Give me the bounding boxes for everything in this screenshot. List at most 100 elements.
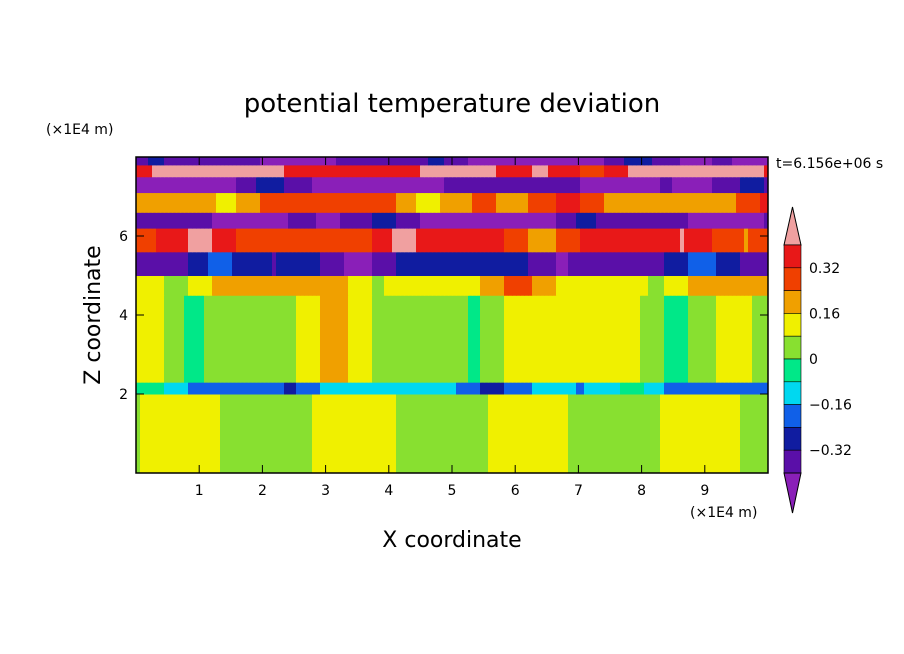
field-cell	[204, 275, 209, 296]
field-cell	[644, 295, 649, 383]
field-cell	[508, 157, 513, 166]
field-cell	[596, 157, 601, 166]
field-cell	[732, 176, 737, 194]
field-cell	[276, 212, 281, 229]
field-cell	[524, 164, 529, 178]
field-cell	[456, 382, 461, 395]
field-cell	[676, 295, 681, 383]
field-cell	[180, 212, 185, 229]
field-cell	[192, 228, 197, 253]
field-cell	[212, 251, 217, 276]
field-cell	[356, 295, 361, 383]
field-cell	[604, 275, 609, 296]
field-cell	[720, 212, 725, 229]
field-cell	[416, 251, 421, 276]
field-cell	[280, 228, 285, 253]
field-cell	[612, 164, 617, 178]
field-cell	[404, 295, 409, 383]
field-cell	[648, 394, 653, 473]
field-cell	[720, 176, 725, 194]
field-cell	[316, 251, 321, 276]
field-cell	[236, 251, 241, 276]
field-cell	[152, 275, 157, 296]
field-cell	[484, 164, 489, 178]
field-cell	[644, 228, 649, 253]
field-cell	[652, 394, 657, 473]
field-cell	[192, 212, 197, 229]
field-cell	[640, 228, 645, 253]
field-cell	[684, 176, 689, 194]
field-cell	[164, 295, 169, 383]
field-cell	[536, 295, 541, 383]
field-cell	[332, 382, 337, 395]
field-cell	[644, 157, 649, 166]
field-cell	[288, 394, 293, 473]
field-cell	[488, 228, 493, 253]
field-cell	[676, 251, 681, 276]
field-cell	[336, 275, 341, 296]
field-cell	[272, 157, 277, 166]
field-cell	[648, 164, 653, 178]
field-cell	[756, 275, 761, 296]
field-cell	[568, 275, 573, 296]
field-cell	[352, 295, 357, 383]
field-cell	[532, 394, 537, 473]
field-cell	[160, 176, 165, 194]
field-cell	[196, 176, 201, 194]
field-cell	[424, 275, 429, 296]
field-cell	[708, 212, 713, 229]
field-cell	[396, 164, 401, 178]
field-cell	[472, 251, 477, 276]
field-cell	[704, 251, 709, 276]
field-cell	[596, 176, 601, 194]
field-cell	[240, 382, 245, 395]
field-cell	[444, 192, 449, 213]
field-cell	[224, 295, 229, 383]
field-cell	[612, 382, 617, 395]
field-cell	[696, 164, 701, 178]
field-cell	[524, 228, 529, 253]
field-cell	[400, 382, 405, 395]
field-cell	[332, 176, 337, 194]
field-cell	[348, 157, 353, 166]
field-cell	[764, 382, 768, 395]
field-cell	[508, 212, 513, 229]
field-cell	[424, 228, 429, 253]
field-cell	[168, 251, 173, 276]
field-cell	[716, 275, 721, 296]
field-cell	[576, 228, 581, 253]
field-cell	[368, 382, 373, 395]
field-cell	[448, 192, 453, 213]
field-cell	[492, 394, 497, 473]
field-cell	[288, 192, 293, 213]
field-cell	[580, 228, 585, 253]
field-cell	[320, 164, 325, 178]
field-cell	[260, 382, 265, 395]
field-cell	[428, 176, 433, 194]
field-cell	[424, 176, 429, 194]
field-cell	[500, 176, 505, 194]
field-cell	[420, 212, 425, 229]
field-cell	[312, 394, 317, 473]
field-cell	[676, 212, 681, 229]
field-cell	[732, 382, 737, 395]
field-cell	[440, 228, 445, 253]
field-cell	[348, 251, 353, 276]
field-cell	[632, 251, 637, 276]
field-cell	[160, 157, 165, 166]
field-cell	[184, 212, 189, 229]
field-cell	[724, 295, 729, 383]
field-cell	[568, 157, 573, 166]
field-cell	[752, 192, 757, 213]
field-cell	[284, 176, 289, 194]
field-cell	[636, 228, 641, 253]
field-cell	[692, 382, 697, 395]
field-cell	[500, 382, 505, 395]
field-cell	[628, 212, 633, 229]
field-cell	[440, 275, 445, 296]
field-cell	[300, 212, 305, 229]
field-cell	[588, 192, 593, 213]
field-cell	[244, 212, 249, 229]
field-cell	[672, 157, 677, 166]
field-cell	[588, 394, 593, 473]
